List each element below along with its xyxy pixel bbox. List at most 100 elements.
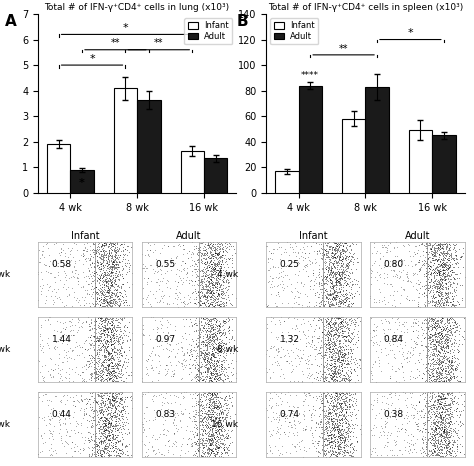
Point [112,248,120,256]
Point [423,335,431,342]
Point [199,435,206,442]
Point [295,360,303,368]
Point [98,287,105,295]
Point [89,392,96,399]
Point [70,331,77,339]
Point [221,406,228,413]
Point [332,341,339,348]
Point [451,365,459,373]
Point [103,377,110,384]
Point [317,298,324,305]
Point [202,351,210,359]
Point [428,449,436,457]
Point [432,426,439,433]
Point [316,344,324,352]
Point [328,416,335,424]
Point [155,449,163,456]
Point [439,434,447,442]
Point [437,275,445,282]
Point [422,239,430,247]
Point [319,367,327,374]
Point [109,397,117,404]
Point [450,287,457,295]
Point [427,365,434,373]
Point [211,452,219,460]
Point [298,320,305,328]
Point [201,414,209,421]
Point [442,243,450,251]
Point [335,370,343,377]
Point [195,447,202,455]
Point [209,281,217,289]
Point [93,447,101,455]
Point [172,439,180,446]
Point [206,439,214,446]
Point [94,289,101,297]
Point [124,371,132,378]
Point [442,364,449,372]
Point [321,342,329,349]
Point [383,435,391,442]
Point [347,252,355,260]
Point [200,338,208,346]
Point [125,440,133,447]
Point [327,362,335,369]
Point [436,397,444,405]
Point [204,339,211,346]
Point [455,331,463,338]
Point [103,330,111,338]
Point [208,294,215,301]
Point [399,241,407,249]
Point [328,267,335,274]
Point [213,376,221,383]
Point [438,398,445,406]
Point [326,270,334,277]
Point [441,422,448,429]
Title: Total # of IFN-γ⁺CD4⁺ cells in lung (x10³): Total # of IFN-γ⁺CD4⁺ cells in lung (x10… [45,3,230,12]
Point [152,336,160,343]
Point [347,355,355,363]
Point [98,293,105,301]
Point [464,252,472,260]
Point [271,353,278,360]
Point [346,337,353,345]
Point [430,294,438,302]
Point [176,242,183,249]
Point [199,452,206,459]
Point [452,286,459,293]
Point [192,340,200,347]
Point [438,259,446,267]
Point [207,439,215,446]
Point [184,447,192,454]
Point [369,338,376,346]
Point [315,362,322,370]
Point [220,340,228,347]
Point [349,299,357,306]
Point [322,265,329,273]
Point [113,293,121,300]
Point [346,317,354,324]
Point [422,367,429,374]
Point [83,287,91,294]
Point [109,367,117,375]
Point [215,301,223,308]
Point [192,354,200,362]
Point [342,412,350,420]
Point [342,244,350,251]
Point [336,254,343,261]
Point [434,424,442,431]
Point [58,365,65,373]
Point [352,378,359,385]
Point [445,240,453,248]
Point [311,290,319,297]
Point [290,417,298,424]
Point [349,355,356,363]
Point [441,289,449,297]
Point [209,344,217,352]
Point [440,266,448,274]
Point [81,338,89,345]
Point [200,404,207,412]
Point [39,439,47,446]
Point [341,350,349,357]
Point [349,250,356,257]
